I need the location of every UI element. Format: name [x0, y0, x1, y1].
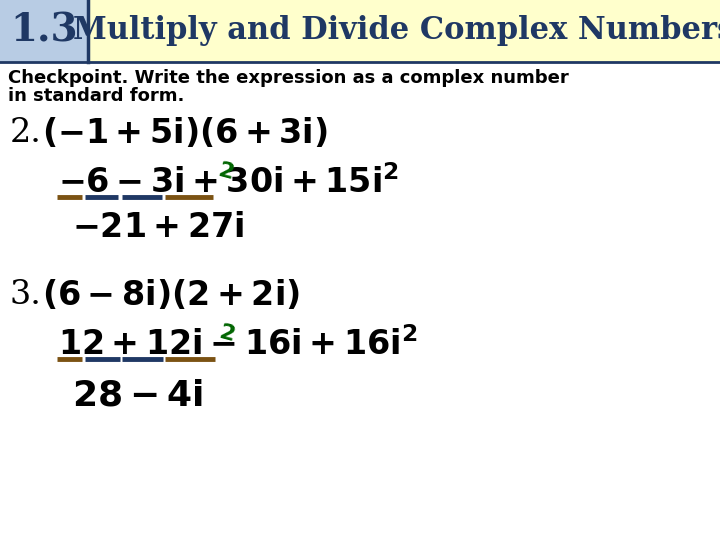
Text: $\mathbf{-6-3i+30i+15i^2}$: $\mathbf{-6-3i+30i+15i^2}$: [58, 166, 399, 200]
Text: $\mathbf{2}$: $\mathbf{2}$: [215, 158, 235, 184]
Text: 3.: 3.: [10, 279, 42, 311]
Text: in standard form.: in standard form.: [8, 87, 184, 105]
Text: Multiply and Divide Complex Numbers: Multiply and Divide Complex Numbers: [73, 16, 720, 46]
Text: $\mathbf{2}$: $\mathbf{2}$: [216, 320, 237, 346]
Text: 1.3: 1.3: [10, 12, 78, 50]
Text: $\mathbf{12+12i-16i+16i^2}$: $\mathbf{12+12i-16i+16i^2}$: [58, 328, 418, 362]
Text: 2.: 2.: [10, 117, 42, 149]
Text: $\mathbf{-21+27i}$: $\mathbf{-21+27i}$: [72, 212, 245, 244]
FancyBboxPatch shape: [0, 0, 720, 62]
Text: $\mathbf{28-4i}$: $\mathbf{28-4i}$: [72, 378, 203, 412]
FancyBboxPatch shape: [0, 0, 88, 62]
Text: Checkpoint. Write the expression as a complex number: Checkpoint. Write the expression as a co…: [8, 69, 569, 87]
Text: $\mathbf{(-1+5i)(6+3i)}$: $\mathbf{(-1+5i)(6+3i)}$: [42, 116, 328, 150]
Text: $\mathbf{(6-8i)(2+2i)}$: $\mathbf{(6-8i)(2+2i)}$: [42, 278, 300, 312]
